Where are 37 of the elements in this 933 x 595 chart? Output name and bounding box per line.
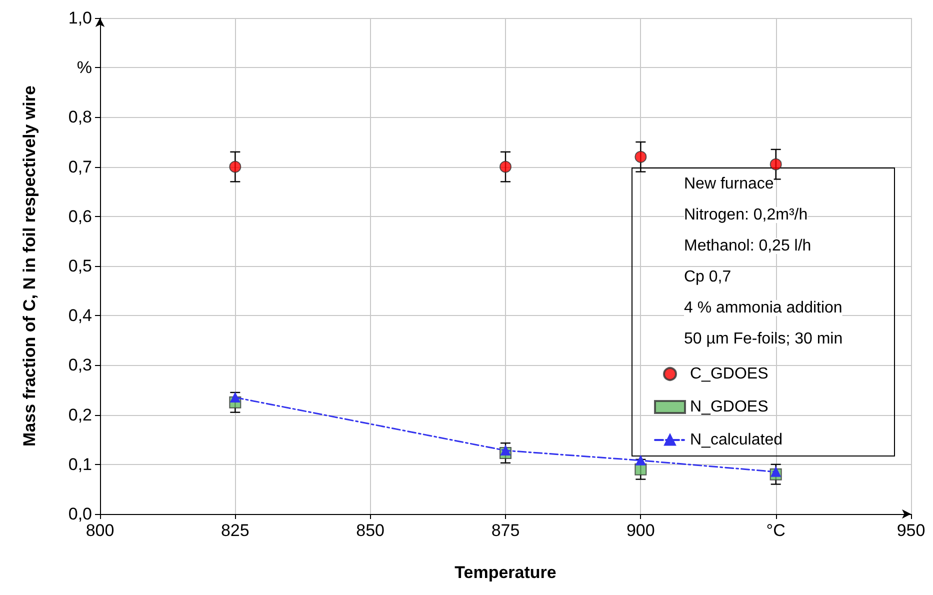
x-tick-label: 850 — [356, 521, 385, 540]
point — [636, 455, 646, 466]
annotation: New furnace — [684, 176, 774, 192]
legend-label: N_calculated — [690, 432, 782, 448]
x-tick-label: 900 — [626, 521, 655, 540]
point — [230, 392, 240, 402]
y-tick-label: 0,2 — [68, 405, 92, 424]
x-axis-title: Temperature — [454, 563, 556, 582]
y-tick-label: 0,3 — [68, 356, 92, 375]
legend-label: N_GDOES — [690, 398, 768, 416]
annotation: Cp 0,7 — [684, 268, 732, 286]
y-tick-label: 0,5 — [68, 256, 92, 276]
annotation: Nitrogen: 0,2m³/h — [684, 206, 808, 224]
y-tick-label: 0,8 — [68, 108, 92, 127]
y-tick-label: 0,1 — [68, 454, 92, 474]
legend-label: C_GDOES — [690, 366, 768, 382]
x-tick-label: 950 — [896, 521, 926, 540]
point — [500, 446, 510, 456]
point — [229, 160, 242, 173]
y-tick-label: % — [76, 58, 92, 78]
y-tick-label: 0,7 — [68, 157, 92, 176]
annotation: 4 % ammonia addition — [684, 300, 842, 316]
y-tick-label: 1,0 — [68, 8, 92, 28]
annotation: Methanol: 0,25 l/h — [684, 238, 812, 254]
point — [770, 466, 781, 477]
y-tick-label: 0,6 — [68, 206, 92, 226]
x-tick-label: 875 — [491, 521, 520, 540]
y-tick-label: 0,0 — [68, 504, 92, 524]
point — [500, 160, 512, 173]
point — [634, 150, 647, 163]
x-tick-label: 800 — [86, 521, 114, 540]
point — [770, 158, 782, 170]
x-tick-label: 825 — [220, 521, 250, 540]
y-axis-title: Mass fraction of C, N in foil respectively wire — [20, 86, 39, 446]
annotation: 50 µm Fe-foils; 30 min — [684, 330, 843, 348]
x-tick-label: °C — [766, 521, 786, 540]
y-tick-label: 0,4 — [68, 306, 92, 326]
